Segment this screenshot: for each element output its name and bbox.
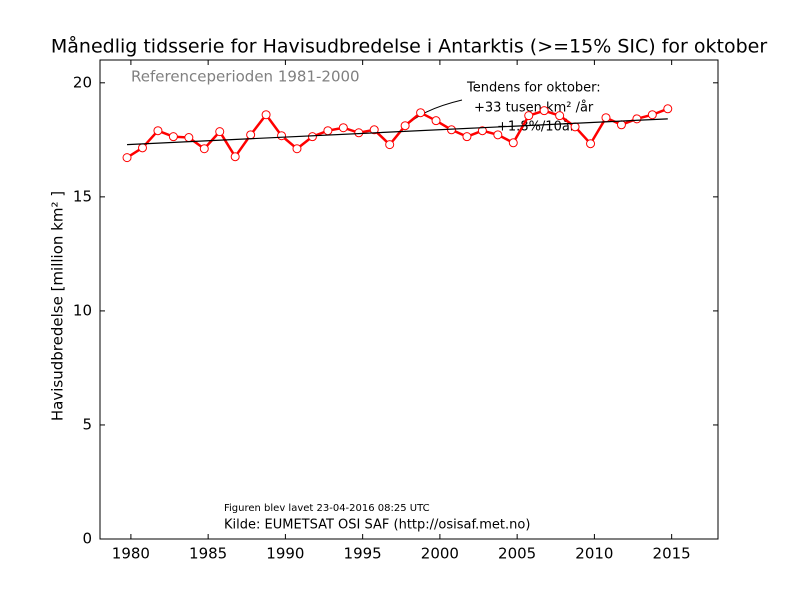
- data-point: [462, 132, 472, 142]
- data-point: [493, 130, 503, 140]
- y-tick-label: 15: [73, 187, 92, 205]
- y-tick-label: 5: [82, 415, 92, 433]
- data-point: [601, 113, 611, 123]
- y-tick-label: 10: [73, 301, 92, 319]
- data-point: [230, 152, 240, 162]
- trend-line: [127, 118, 668, 146]
- data-point: [385, 140, 395, 150]
- data-point: [261, 110, 271, 120]
- data-point: [508, 138, 518, 148]
- data-point: [369, 125, 379, 135]
- x-tick-label: 2005: [498, 545, 536, 563]
- data-point: [586, 139, 596, 149]
- data-point: [616, 120, 626, 130]
- data-point: [431, 116, 441, 126]
- data-point: [400, 121, 410, 131]
- data-point: [570, 122, 580, 132]
- data-point: [122, 153, 132, 163]
- x-tick-label: 2010: [575, 545, 613, 563]
- data-point: [153, 126, 163, 136]
- data-point: [246, 130, 256, 140]
- subtitle: Referenceperioden 1981-2000: [131, 68, 360, 86]
- data-point: [354, 128, 364, 138]
- data-point: [647, 110, 657, 120]
- chart-title: Månedlig tidsserie for Havisudbredelse i…: [51, 35, 767, 58]
- plot-frame: [99, 59, 719, 540]
- data-point: [137, 143, 147, 153]
- data-point: [555, 111, 565, 121]
- data-point: [663, 104, 673, 114]
- data-point: [338, 123, 348, 133]
- footnote: Figuren blev lavet 23-04-2016 08:25 UTC: [224, 503, 430, 514]
- data-point: [307, 132, 317, 142]
- annotation: Tendens for oktober:: [466, 81, 601, 96]
- data-point: [215, 127, 225, 137]
- x-tick-label: 2015: [653, 545, 691, 563]
- data-point: [277, 131, 287, 141]
- annotation: +33 tusen km² /år: [474, 101, 594, 116]
- data-point: [632, 114, 642, 124]
- data-point: [168, 132, 178, 142]
- footnote: Kilde: EUMETSAT OSI SAF (http://osisaf.m…: [224, 518, 530, 533]
- x-tick-label: 1995: [344, 545, 382, 563]
- y-tick-label: 0: [82, 530, 92, 548]
- data-point: [323, 126, 333, 136]
- y-tick-label: 20: [73, 73, 92, 91]
- data-point: [199, 144, 209, 154]
- data-point: [184, 133, 194, 143]
- x-tick-label: 1990: [266, 545, 304, 563]
- data-point: [539, 106, 549, 116]
- data-point: [524, 111, 534, 121]
- data-point: [477, 126, 487, 136]
- data-point: [416, 108, 426, 118]
- x-tick-label: 1985: [189, 545, 227, 563]
- annotation: +1.8%/10år: [497, 120, 576, 135]
- data-point: [292, 144, 302, 154]
- x-tick-label: 1980: [112, 545, 150, 563]
- x-tick-label: 2000: [421, 545, 459, 563]
- y-axis-label: Havisudbredelse [million km² ]: [49, 191, 67, 421]
